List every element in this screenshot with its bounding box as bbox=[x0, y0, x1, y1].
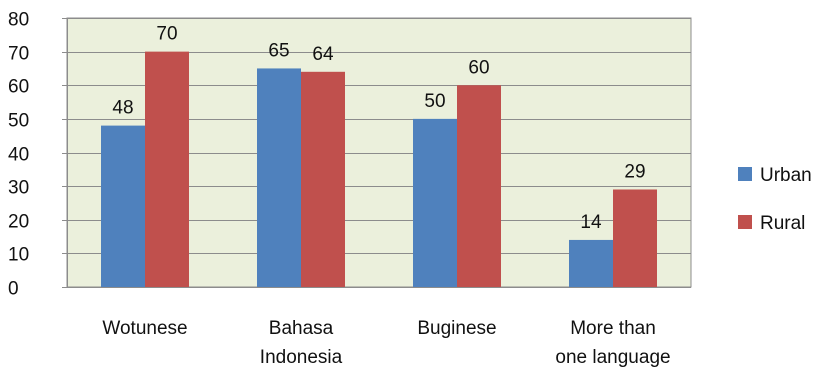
x-category-label: Wotunese bbox=[102, 318, 187, 339]
data-label-urban-1: 65 bbox=[268, 40, 289, 61]
y-tick-label: 20 bbox=[8, 212, 29, 233]
legend-swatch-urban bbox=[738, 167, 752, 181]
y-tick-label: 80 bbox=[8, 10, 29, 31]
bars bbox=[101, 51, 657, 287]
data-labels: 48 70 65 64 50 60 14 29 bbox=[112, 24, 645, 233]
bar-urban-0 bbox=[101, 125, 145, 287]
y-tick-label: 70 bbox=[8, 44, 29, 65]
y-tick-label: 40 bbox=[8, 145, 29, 166]
axes: 0 10 20 30 40 50 60 70 80 Wotunese Bahasa Indonesia… bbox=[8, 10, 691, 368]
x-category-label: Indonesia bbox=[260, 347, 343, 368]
x-category-label: one language bbox=[555, 347, 670, 368]
data-label-rural-0: 70 bbox=[156, 24, 177, 45]
bar-rural-1 bbox=[301, 71, 345, 287]
data-label-rural-1: 64 bbox=[312, 44, 334, 65]
y-tick-label: 10 bbox=[8, 245, 29, 266]
legend-label-urban: Urban bbox=[760, 165, 812, 186]
legend-label-rural: Rural bbox=[760, 213, 805, 234]
bar-rural-3 bbox=[613, 189, 657, 287]
y-tick-label: 0 bbox=[8, 279, 19, 300]
data-label-urban-3: 14 bbox=[580, 212, 602, 233]
y-tick-label: 50 bbox=[8, 111, 29, 132]
data-label-rural-3: 29 bbox=[624, 161, 645, 182]
x-category-label: More than bbox=[570, 318, 656, 339]
bar-urban-3 bbox=[569, 239, 613, 287]
bar-rural-2 bbox=[457, 85, 501, 287]
data-label-urban-0: 48 bbox=[112, 98, 133, 119]
data-label-rural-2: 60 bbox=[468, 57, 489, 78]
legend-swatch-rural bbox=[738, 215, 752, 229]
bar-rural-0 bbox=[145, 51, 189, 287]
legend: Urban Rural bbox=[738, 165, 812, 234]
bar-urban-1 bbox=[257, 68, 301, 287]
bar-urban-2 bbox=[413, 118, 457, 287]
x-category-label: Buginese bbox=[417, 318, 496, 339]
x-category-label: Bahasa bbox=[269, 318, 334, 339]
y-tick-label: 60 bbox=[8, 77, 29, 98]
data-label-urban-2: 50 bbox=[424, 91, 445, 112]
y-tick-label: 30 bbox=[8, 178, 29, 199]
